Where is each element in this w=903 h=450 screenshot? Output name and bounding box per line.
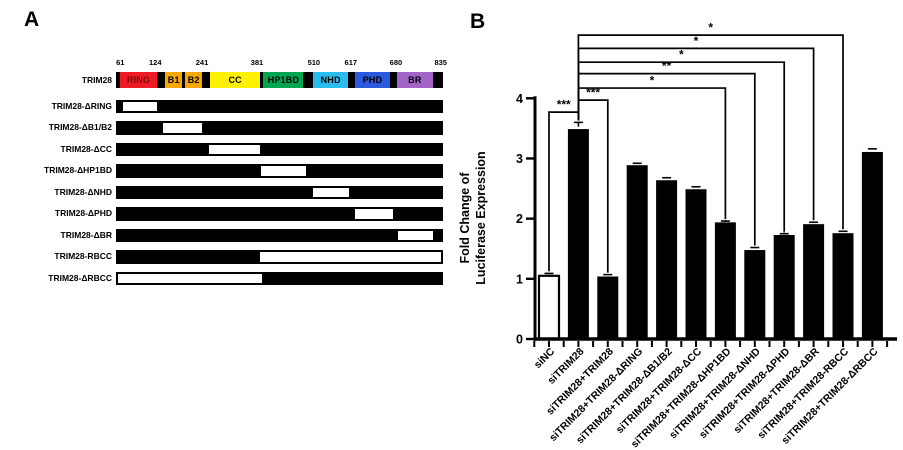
bar — [597, 276, 619, 340]
y-tick-label: 1 — [516, 272, 523, 286]
x-category-label: siNC — [532, 345, 558, 371]
trim28-domain-bar: RING B1 B2 CC HP1BD NHD PHD BR — [116, 72, 443, 88]
residue-number: 510 — [307, 58, 321, 67]
residue-number: 617 — [344, 58, 358, 67]
construct-label: TRIM28-ΔRBCC — [48, 272, 112, 283]
significance-label: * — [708, 21, 713, 35]
domain-nhd: NHD — [313, 72, 349, 88]
domain-hp1bd: HP1BD — [263, 72, 304, 88]
domain-cc: CC — [210, 72, 261, 88]
deletion-gap — [261, 164, 306, 178]
deletion-gap — [163, 121, 203, 135]
bar — [773, 234, 795, 340]
protein-label: TRIM28 — [81, 75, 112, 85]
deletion-gap — [209, 142, 261, 156]
bar — [537, 274, 561, 341]
y-axis-title: Fold Change of — [458, 172, 472, 264]
significance-label: ** — [662, 59, 672, 73]
construct-bar — [116, 121, 443, 135]
significance-label: *** — [557, 98, 571, 112]
construct-label: TRIM28-ΔB1/B2 — [48, 122, 112, 132]
construct-label: TRIM28-ΔRING — [51, 100, 112, 111]
deletion-gap — [355, 207, 393, 221]
significance-label: * — [679, 48, 684, 62]
deletion-gap — [398, 228, 434, 242]
construct-bar — [116, 142, 443, 156]
construct-bar — [116, 250, 443, 264]
domain-ring: RING — [120, 72, 157, 88]
construct-label: TRIM28-ΔCC — [60, 143, 112, 154]
panel-a-label: A — [24, 8, 40, 31]
construct-bar — [116, 185, 443, 199]
construct-label: TRIM28-RBCC — [54, 251, 112, 261]
significance-label: *** — [586, 86, 600, 100]
construct-bar — [116, 164, 443, 178]
residue-number: 381 — [250, 58, 264, 67]
significance-label: * — [694, 34, 699, 48]
domain-b2: B2 — [185, 72, 202, 88]
domain-br: BR — [396, 72, 434, 88]
bar — [567, 129, 589, 340]
bar — [803, 224, 825, 340]
bar — [685, 189, 707, 340]
construct-bar — [116, 271, 443, 285]
deletion-gap — [312, 185, 350, 199]
construct-label: TRIM28-ΔPHD — [54, 208, 112, 218]
domain-phd: PHD — [355, 72, 391, 88]
construct-label: TRIM28-ΔNHD — [54, 186, 112, 197]
bar — [832, 233, 854, 340]
significance-label: * — [650, 74, 655, 88]
residue-number: 680 — [389, 58, 403, 67]
y-tick-label: 4 — [516, 92, 523, 106]
bar — [626, 165, 648, 340]
residue-number: 124 — [148, 58, 162, 67]
panel-b-label: B — [470, 10, 485, 33]
construct-bar — [116, 207, 443, 221]
residue-number: 61 — [116, 58, 125, 67]
y-tick-label: 3 — [516, 152, 523, 166]
construct-bar — [116, 99, 443, 113]
residue-number: 241 — [195, 58, 209, 67]
y-axis-title: Luciferase Expression — [474, 151, 488, 284]
construct-label: TRIM28-ΔHP1BD — [44, 165, 112, 175]
bar — [744, 250, 766, 340]
retained-region — [262, 271, 443, 285]
construct-bar — [116, 228, 443, 242]
y-tick-label: 2 — [516, 212, 523, 226]
retained-region — [116, 250, 261, 264]
luciferase-bar-chart: B 0 1 2 3 4 Fold Change of Luciferase Expressio… — [458, 10, 897, 450]
bar — [861, 151, 883, 340]
y-tick-label: 0 — [516, 333, 523, 347]
bar — [714, 222, 736, 340]
significance-bracket — [577, 34, 844, 230]
residue-number: 835 — [434, 58, 447, 67]
bar — [656, 180, 678, 340]
domain-b1: B1 — [165, 72, 183, 88]
deletion-gap — [122, 99, 157, 113]
construct-label: TRIM28-ΔBR — [60, 229, 112, 240]
